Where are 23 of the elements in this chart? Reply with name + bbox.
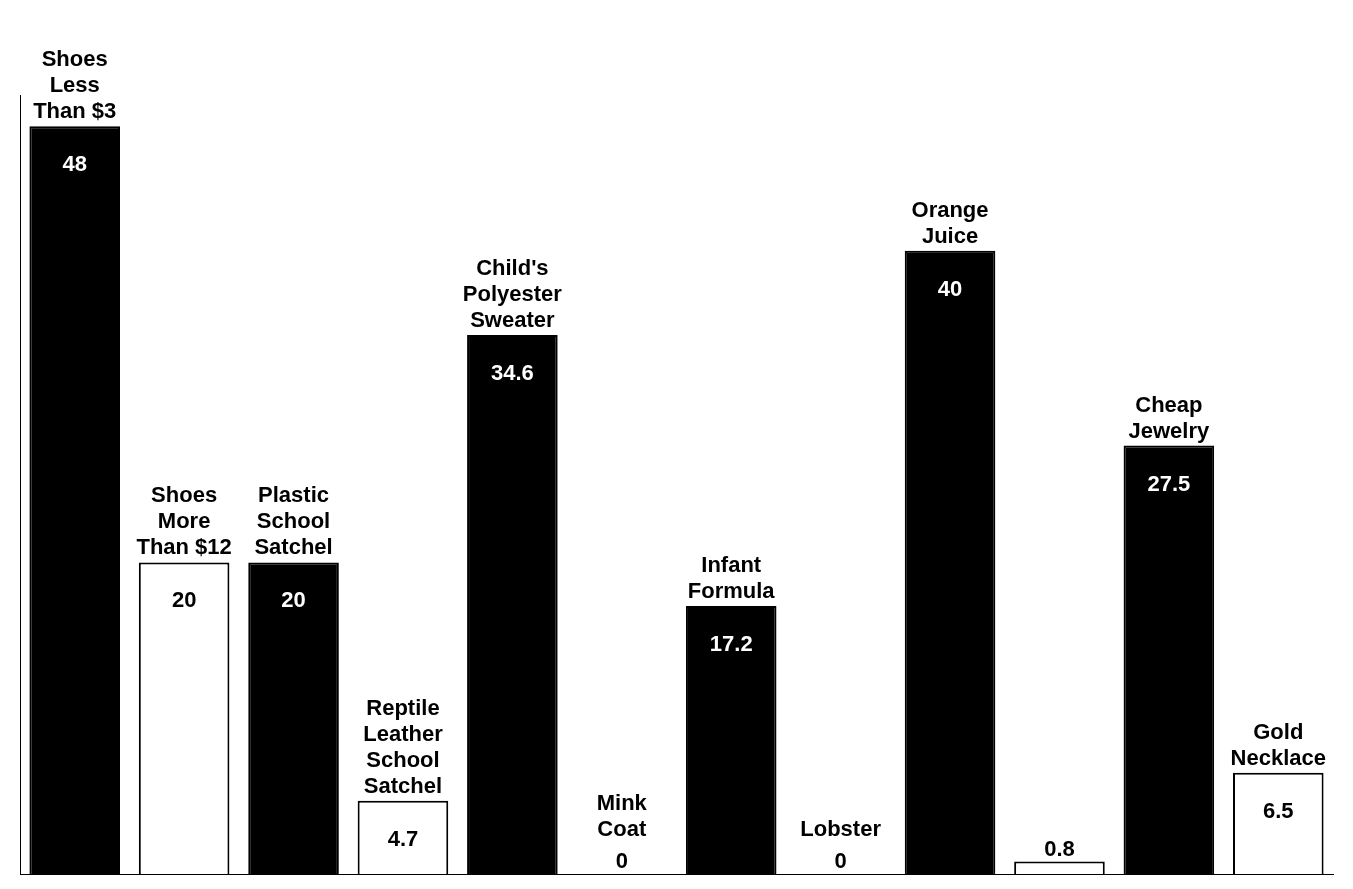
data-label: 4.7	[387, 825, 419, 851]
x-tick-label: Cheap Jewelry	[1128, 391, 1210, 443]
x-tick-label: Infant Formula	[687, 552, 776, 604]
data-label: 17.2	[709, 631, 753, 657]
x-tick-label: Plastic School Satchel	[254, 482, 333, 560]
x-tick-label: Reptile Leather School Satchel	[363, 694, 444, 798]
x-tick-label: Mink Coat	[596, 790, 648, 841]
data-label: 0.8	[1044, 835, 1075, 861]
data-label: 0	[615, 848, 628, 873]
data-label: 20	[281, 587, 306, 613]
x-tick-label: Gold Necklace	[1230, 718, 1326, 770]
x-tick-label: Orange Juice	[911, 196, 989, 248]
data-label: 0	[834, 848, 847, 873]
data-label: 20	[171, 587, 197, 613]
data-label: 48	[62, 151, 87, 177]
data-label: 40	[937, 275, 963, 301]
data-label: 6.5	[1262, 797, 1294, 823]
data-label: 34.6	[490, 359, 534, 385]
x-tick-label: Shoes More Than $12	[136, 482, 232, 560]
x-tick-label: Shoes Less Than $3	[33, 46, 117, 124]
x-tick-label: Child's Polyester Sweater	[462, 254, 563, 332]
data-label: 27.5	[1147, 470, 1191, 496]
x-tick-label: Lobster	[800, 816, 882, 841]
